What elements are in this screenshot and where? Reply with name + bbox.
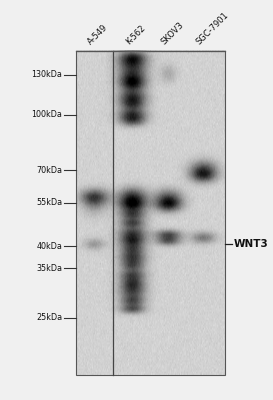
Text: SKOV3: SKOV3 <box>160 21 186 47</box>
Text: 40kDa: 40kDa <box>37 242 63 251</box>
Text: K-562: K-562 <box>124 24 147 47</box>
Text: 130kDa: 130kDa <box>32 70 63 79</box>
Text: A-549: A-549 <box>86 23 110 47</box>
Text: WNT3: WNT3 <box>234 240 269 250</box>
Text: 70kDa: 70kDa <box>37 166 63 175</box>
Text: SGC-7901: SGC-7901 <box>195 11 231 47</box>
Text: 100kDa: 100kDa <box>32 110 63 119</box>
Bar <box>76 51 225 375</box>
Text: 35kDa: 35kDa <box>37 264 63 273</box>
Text: 55kDa: 55kDa <box>36 198 63 208</box>
Text: 25kDa: 25kDa <box>36 313 63 322</box>
